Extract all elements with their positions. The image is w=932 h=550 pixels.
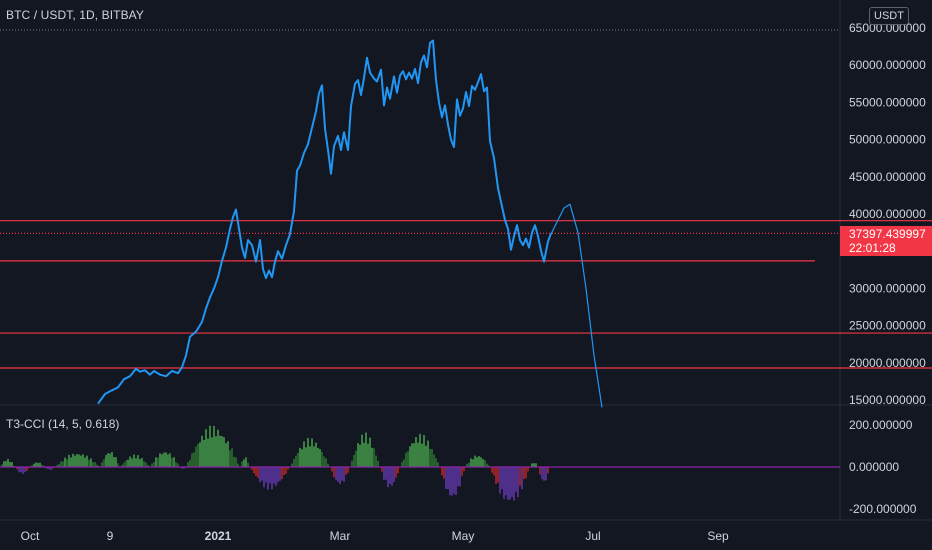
cci-histogram: [0, 425, 840, 501]
price-tick-label: 25000.000000: [849, 319, 926, 333]
cci-tick-label: 200.000000: [849, 418, 913, 432]
time-tick-label: Sep: [707, 529, 729, 543]
indicator-title[interactable]: T3-CCI (14, 5, 0.618): [6, 417, 120, 431]
horizontal-levels[interactable]: [0, 220, 932, 369]
price-tick-label: 45000.000000: [849, 170, 926, 184]
price-tick-label: 55000.000000: [849, 95, 926, 109]
last-price-tag: 37397.439997 22:01:28: [840, 226, 932, 256]
price-tick-label: 20000.000000: [849, 356, 926, 370]
last-price-value: 37397.439997: [849, 227, 926, 241]
time-tick-label: 2021: [205, 529, 232, 543]
price-series[interactable]: [97, 39, 552, 405]
price-tick-label: 40000.000000: [849, 207, 926, 221]
cci-tick-label: 0.000000: [849, 460, 899, 474]
currency-unit-badge[interactable]: USDT: [869, 7, 909, 25]
time-tick-label: Oct: [21, 529, 40, 543]
bar-countdown: 22:01:28: [849, 241, 896, 255]
price-tick-label: 50000.000000: [849, 133, 926, 147]
time-tick-label: Jul: [585, 529, 600, 543]
grid-layer: [0, 0, 932, 521]
time-tick-label: Mar: [330, 529, 351, 543]
projection-line: [550, 203, 603, 408]
time-tick-label: May: [452, 529, 475, 543]
price-tick-label: 30000.000000: [849, 281, 926, 295]
projection-series[interactable]: [550, 203, 603, 408]
time-axis[interactable]: Oct 9 2021 Mar May Jul Sep: [21, 529, 729, 543]
time-tick-label: 9: [107, 529, 114, 543]
price-line: [97, 39, 552, 405]
cci-tick-label: -200.000000: [849, 502, 917, 516]
price-tick-label: 60000.000000: [849, 58, 926, 72]
price-tick-label: 15000.000000: [849, 393, 926, 407]
symbol-title[interactable]: BTC / USDT, 1D, BITBAY: [6, 8, 145, 22]
